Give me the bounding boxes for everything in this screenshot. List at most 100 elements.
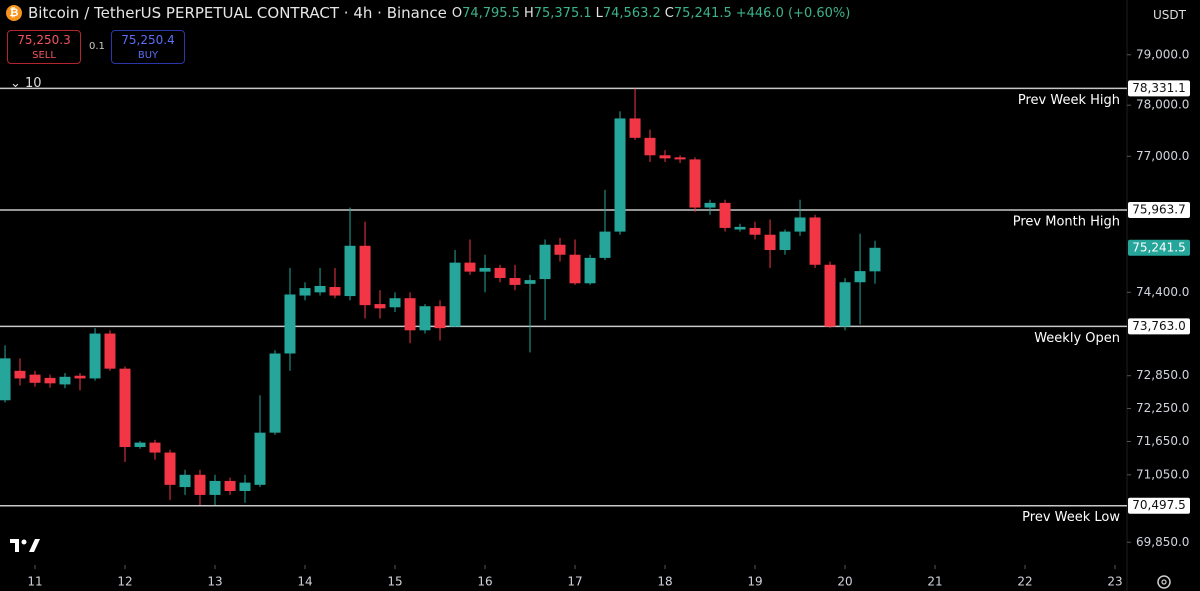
- candle-body: [104, 333, 116, 369]
- candle-body: [209, 480, 221, 495]
- x-tick-label: 14: [297, 575, 312, 589]
- candle-body: [299, 288, 311, 296]
- candle-body: [389, 298, 401, 308]
- settings-icon[interactable]: [1157, 575, 1171, 589]
- candle-body: [494, 267, 506, 278]
- buy-button[interactable]: 75,250.4 BUY: [111, 30, 185, 64]
- level-price-box: [1128, 497, 1190, 514]
- ohlc-key: C: [664, 5, 674, 21]
- ohlc-value: 74,563.2: [602, 5, 661, 21]
- y-tick-label: 77,000.0: [1136, 149, 1189, 163]
- buy-price: 75,250.4: [121, 33, 175, 47]
- candle-body: [434, 306, 446, 329]
- symbol-title: Bitcoin / TetherUS PERPETUAL CONTRACT · …: [28, 4, 447, 22]
- candle-body: [584, 257, 596, 284]
- candle-body: [734, 226, 746, 230]
- candle-body: [269, 353, 281, 433]
- level-price-label: 73,763.0: [1132, 319, 1185, 333]
- candle-body: [614, 118, 626, 232]
- level-price-box: [1128, 318, 1190, 335]
- candle-body: [74, 375, 86, 379]
- tv-logo: [10, 539, 40, 552]
- candle-body: [44, 377, 56, 384]
- x-tick-label: 23: [1107, 575, 1122, 589]
- currency[interactable]: USDT: [1153, 8, 1186, 22]
- x-tick-label: 21: [927, 575, 942, 589]
- ohlc-key: H: [523, 5, 534, 21]
- candle-body: [599, 231, 611, 258]
- y-tick-label: 71,050.0: [1136, 467, 1189, 481]
- candle-body: [629, 118, 641, 138]
- candle-body: [764, 234, 776, 250]
- candle-body: [224, 480, 236, 491]
- candle-body: [824, 264, 836, 327]
- level-price-box: [1128, 201, 1190, 218]
- level-name: Prev Week High: [1018, 93, 1120, 108]
- candle-body: [674, 157, 686, 160]
- x-tick-label: 12: [117, 575, 132, 589]
- level-name: Prev Week Low: [1022, 510, 1120, 525]
- ohlc-value: 75,375.1: [533, 5, 592, 21]
- candle-body: [869, 247, 881, 272]
- candle-body: [659, 155, 671, 159]
- current-price-label: 75,241.5: [1132, 240, 1185, 254]
- candle-body: [119, 368, 131, 448]
- candle-body: [329, 287, 341, 296]
- y-tick-label: 79,000.0: [1136, 47, 1189, 61]
- candle-body: [89, 333, 101, 379]
- y-tick-label: 72,250.0: [1136, 401, 1189, 415]
- candle-body: [194, 474, 206, 495]
- x-tick-label: 17: [567, 575, 582, 589]
- buy-label: BUY: [137, 50, 159, 61]
- candle-body: [359, 245, 371, 306]
- sell-label: SELL: [32, 50, 56, 61]
- header: ₿ Bitcoin / TetherUS PERPETUAL CONTRACT …: [6, 4, 854, 22]
- x-tick-label: 16: [477, 575, 492, 589]
- candle-body: [59, 376, 71, 385]
- candle-body: [29, 374, 41, 383]
- candle-body: [524, 280, 536, 284]
- candle-body: [854, 271, 866, 283]
- x-tick-label: 18: [657, 575, 672, 589]
- candle-body: [419, 306, 431, 331]
- candle-body: [539, 244, 551, 280]
- x-tick-label: 20: [837, 575, 852, 589]
- level-price-label: 78,331.1: [1132, 81, 1185, 95]
- candle-body: [149, 442, 161, 453]
- ohlc-value: 75,241.5: [673, 5, 732, 21]
- ohlc-key: O: [451, 5, 463, 21]
- candle-body: [134, 442, 146, 448]
- y-tick-label: 72,850.0: [1136, 368, 1189, 382]
- x-tick-label: 22: [1017, 575, 1032, 589]
- sell-button[interactable]: 75,250.3 SELL: [7, 30, 81, 64]
- candle-body: [14, 370, 26, 379]
- ohlc-key: L: [595, 5, 603, 21]
- candle-body: [644, 137, 656, 156]
- candle-body: [839, 282, 851, 327]
- indicator-toggle[interactable]: ⌄ 10: [10, 76, 42, 91]
- candle-body: [809, 217, 821, 265]
- x-tick-label: 15: [387, 575, 402, 589]
- candle-body: [509, 277, 521, 285]
- candle-body: [479, 267, 491, 272]
- ohlc-value: 74,795.5: [462, 5, 520, 21]
- candle-body: [179, 474, 191, 488]
- candle-body: [404, 298, 416, 331]
- quantity[interactable]: 0.1: [89, 41, 105, 52]
- y-tick-label: 74,400.0: [1136, 285, 1189, 299]
- candle-body: [779, 231, 791, 250]
- candle-body: [284, 294, 296, 354]
- x-tick-label: 19: [747, 575, 762, 589]
- level-price-label: 75,963.7: [1132, 202, 1185, 216]
- y-tick-label: 71,650.0: [1136, 434, 1189, 448]
- candle-body: [344, 245, 356, 297]
- x-tick-label: 13: [207, 575, 222, 589]
- candle-body: [254, 432, 266, 485]
- indicator-count: 10: [25, 76, 42, 91]
- candle-body: [239, 482, 251, 491]
- candle-body: [449, 262, 461, 327]
- coin-logo: ₿: [6, 5, 22, 21]
- level-price-box: [1128, 80, 1190, 97]
